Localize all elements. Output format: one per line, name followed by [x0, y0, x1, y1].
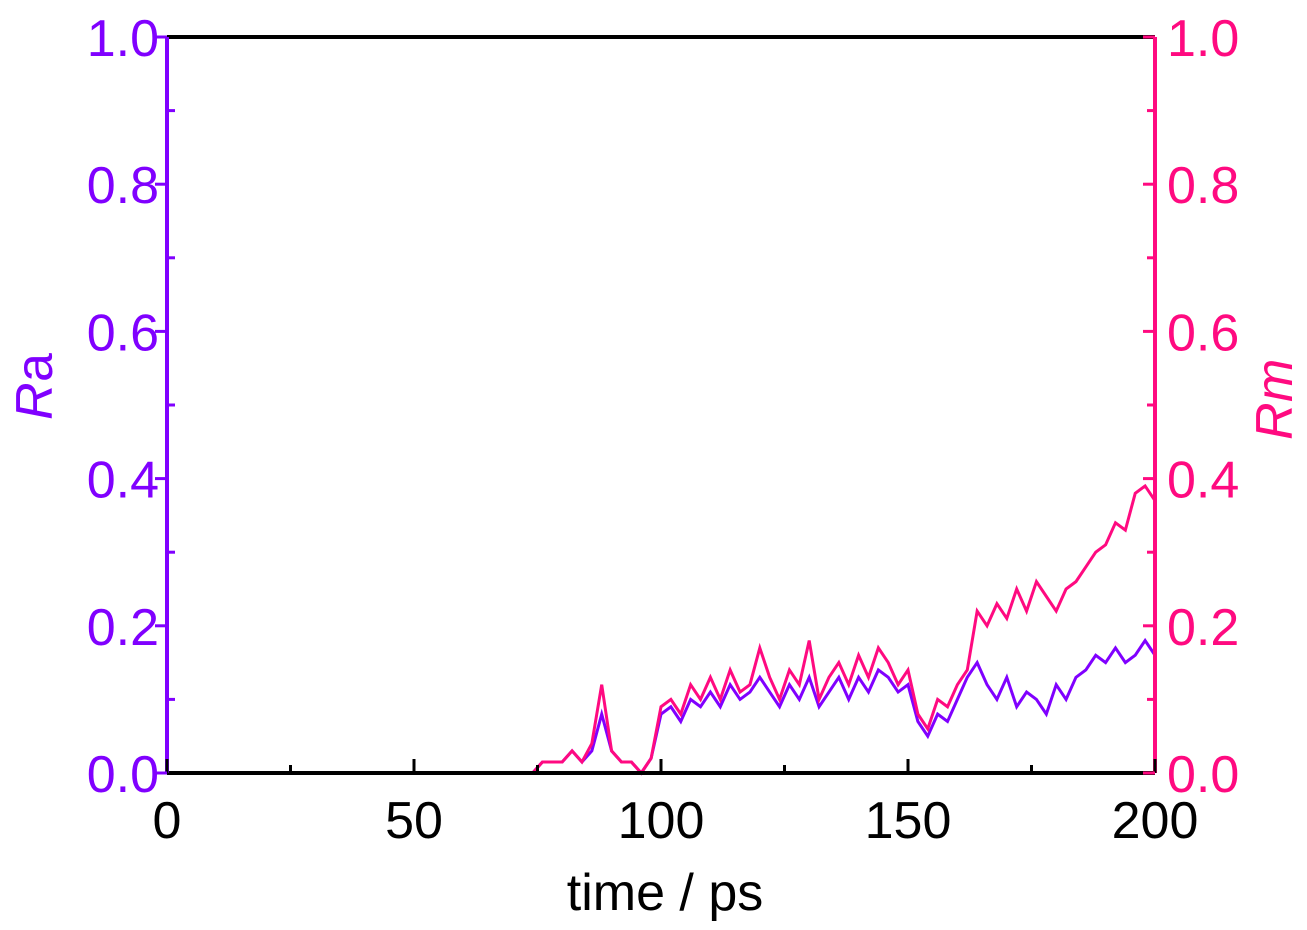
- y2-tick-label: 0.0: [1167, 746, 1239, 804]
- y-axis-label: R: [6, 382, 64, 420]
- y-axis-label-sub: a: [6, 353, 64, 382]
- y-axis-label-group: R a: [6, 353, 64, 420]
- y2-tick-label: 0.6: [1167, 304, 1239, 362]
- y2-axis-label: R: [1246, 402, 1304, 440]
- x-tick-label: 50: [385, 792, 443, 850]
- y-tick-label: 0.6: [87, 304, 159, 362]
- y2-tick-label: 0.2: [1167, 599, 1239, 657]
- x-tick-label: 150: [865, 792, 952, 850]
- y2-axis-label-sub: m: [1246, 359, 1304, 402]
- y2-tick-label: 0.8: [1167, 157, 1239, 215]
- y2-tick-label: 0.4: [1167, 452, 1239, 510]
- x-axis-label: time / ps: [567, 864, 764, 922]
- y-tick-label: 0.2: [87, 599, 159, 657]
- y-tick-label: 0.4: [87, 452, 159, 510]
- y-tick-label: 0.0: [87, 746, 159, 804]
- x-tick-label: 100: [618, 792, 705, 850]
- x-tick-label: 0: [153, 792, 182, 850]
- x-tick-label: 200: [1112, 792, 1199, 850]
- y-tick-label: 0.8: [87, 157, 159, 215]
- y2-tick-label: 1.0: [1167, 10, 1239, 68]
- y2-axis-label-group: R m: [1246, 359, 1304, 440]
- y-tick-label: 1.0: [87, 10, 159, 68]
- data-line: [167, 483, 1157, 776]
